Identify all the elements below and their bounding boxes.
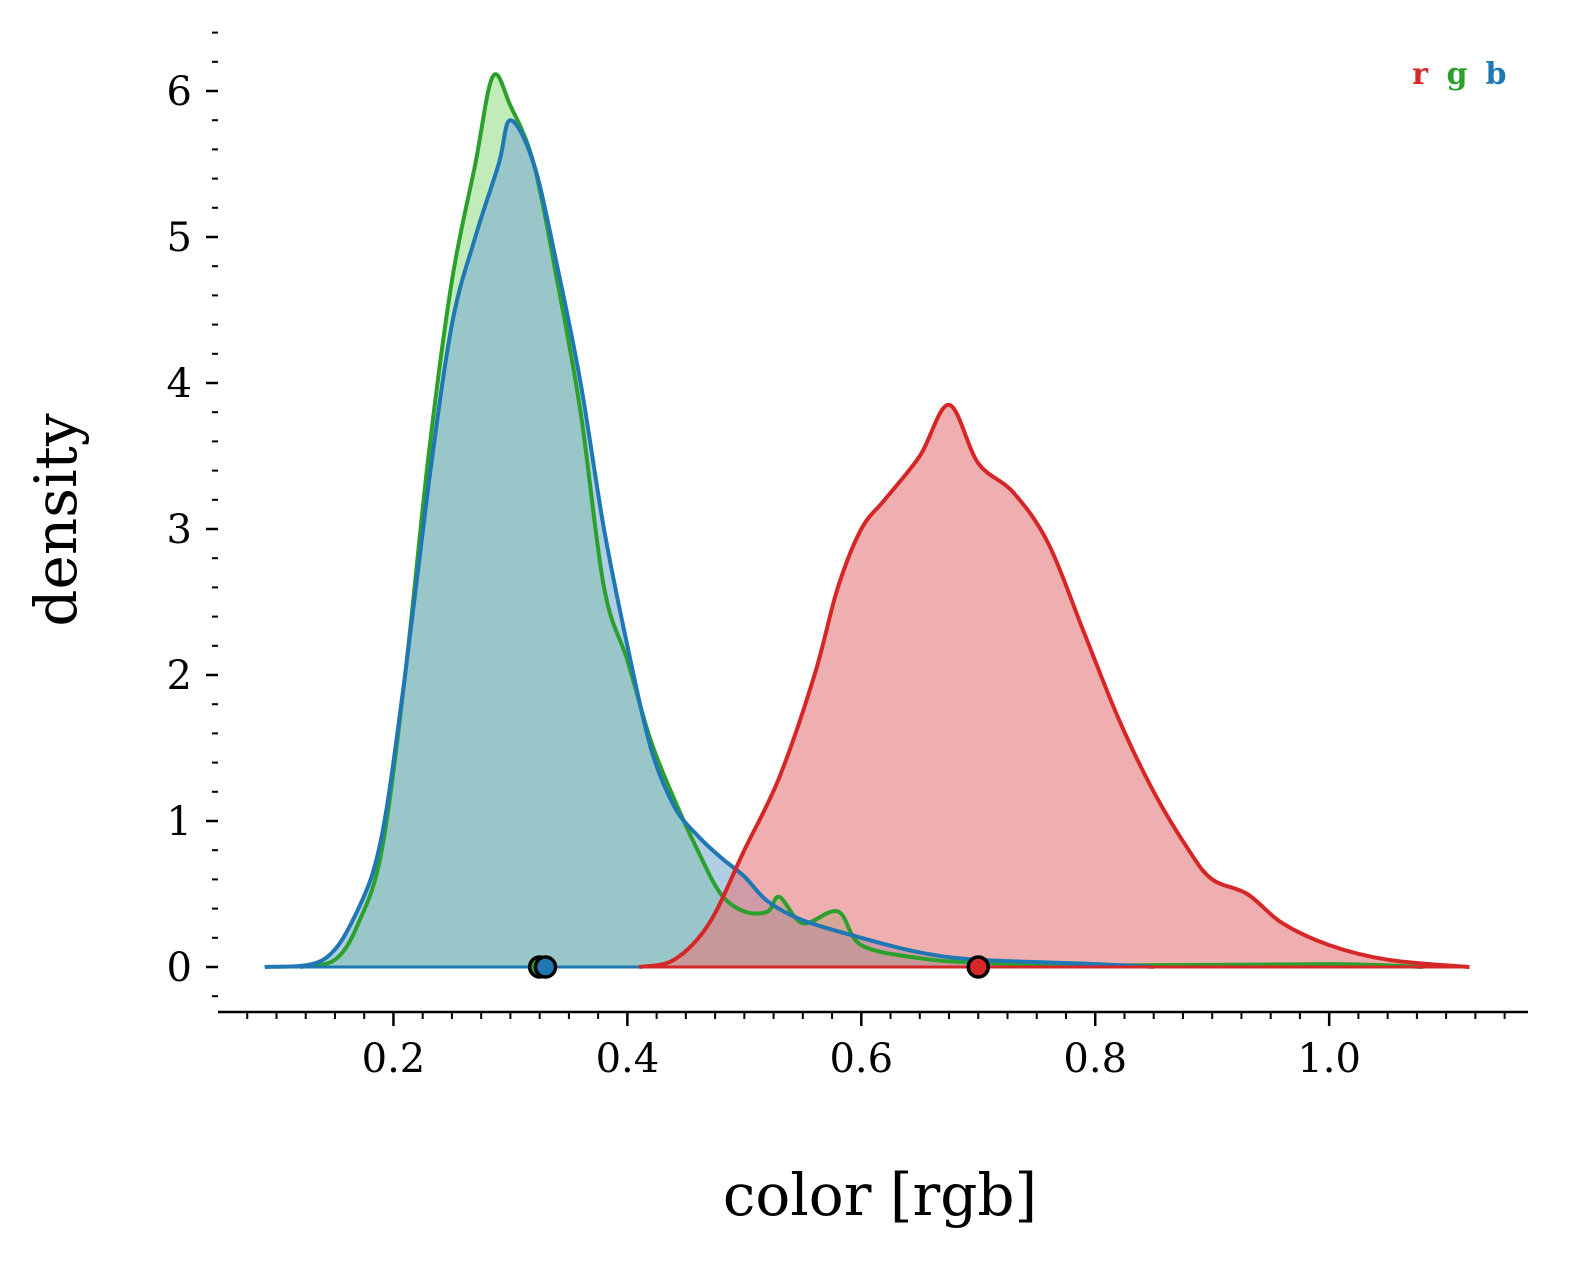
legend-entry-g: g [1447, 57, 1468, 92]
series-lines [264, 72, 1470, 969]
line-g [299, 72, 1423, 969]
y-axis-title: density [22, 413, 90, 626]
tick-marks [206, 31, 1506, 1026]
y-tick-label: 6 [167, 69, 192, 115]
marker-r [966, 955, 991, 979]
area-b [264, 120, 1154, 967]
area-r [639, 404, 1470, 968]
tick-labels: 0 1 2 3 4 5 6 0.2 0.4 0.6 0.8 1.0 [167, 69, 1361, 1082]
x-tick-label: 0.4 [596, 1036, 660, 1082]
marker-b [533, 955, 558, 979]
x-tick-label: 0.2 [362, 1036, 426, 1082]
legend-entry-r: r [1412, 57, 1429, 92]
y-tick-label: 5 [167, 215, 192, 261]
legend-entry-b: b [1486, 57, 1507, 92]
line-b [264, 118, 1154, 969]
x-tick-label: 1.0 [1297, 1036, 1361, 1082]
y-tick-label: 4 [167, 361, 192, 407]
y-tick-label: 2 [167, 653, 192, 699]
x-tick-label: 0.6 [829, 1036, 893, 1082]
line-r [638, 402, 1470, 969]
axes [218, 1010, 1528, 1014]
y-tick-label: 0 [167, 945, 192, 991]
series-markers [527, 955, 991, 979]
series-areas [264, 74, 1470, 968]
y-tick-label: 3 [167, 507, 192, 553]
y-tick-label: 1 [167, 799, 192, 845]
x-axis-title: color [rgb] [723, 1161, 1037, 1229]
x-tick-label: 0.8 [1063, 1036, 1127, 1082]
